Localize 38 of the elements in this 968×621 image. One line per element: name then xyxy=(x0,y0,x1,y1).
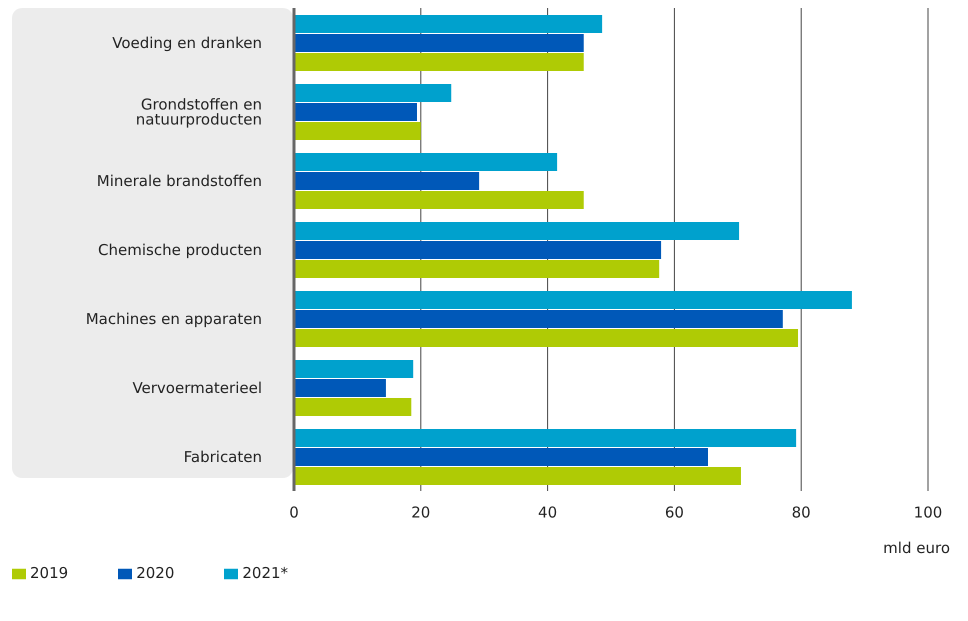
legend-label: 2019 xyxy=(30,564,68,582)
bar xyxy=(294,429,796,447)
bar xyxy=(294,241,662,259)
bar xyxy=(294,310,783,328)
x-axis-title: mld euro xyxy=(883,539,950,557)
bar xyxy=(294,191,584,209)
bar xyxy=(294,53,584,71)
x-tick-label: 40 xyxy=(538,504,558,522)
bar xyxy=(294,84,452,102)
y-tick-label: Chemische producten xyxy=(98,240,262,259)
bar xyxy=(294,222,740,240)
bar xyxy=(294,360,414,378)
x-tick-label: 0 xyxy=(289,504,299,522)
y-tick-label: Grondstoffen en natuurproducten xyxy=(136,95,262,128)
bar xyxy=(294,329,798,347)
y-tick-label: Vervoermaterieel xyxy=(132,378,262,397)
bar xyxy=(294,467,741,485)
legend-label: 2021* xyxy=(242,564,288,582)
bar xyxy=(294,15,602,33)
bar xyxy=(294,379,386,397)
x-tick-label: 80 xyxy=(792,504,811,522)
y-tick-label: Minerale brandstoffen xyxy=(96,172,262,190)
bar xyxy=(294,448,708,466)
bar xyxy=(294,153,558,171)
bar xyxy=(294,398,412,416)
legend-label: 2020 xyxy=(136,564,174,582)
x-tick-label: 20 xyxy=(411,504,430,522)
x-tick-label: 60 xyxy=(664,504,684,522)
y-tick-label: Machines en apparaten xyxy=(86,310,262,328)
bar xyxy=(294,291,852,309)
bar xyxy=(294,122,421,140)
bar xyxy=(294,34,584,52)
bar xyxy=(294,260,660,278)
bar xyxy=(294,172,480,190)
x-tick-label: 100 xyxy=(914,504,942,522)
y-tick-label: Voeding en dranken xyxy=(112,34,262,52)
bar xyxy=(294,103,417,121)
y-tick-label: Fabricaten xyxy=(184,448,262,466)
